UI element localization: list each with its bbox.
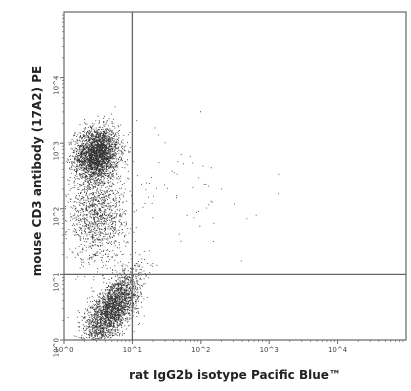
y-axis-ticks: 10^0 10^1 10^2 10^3 10^4 (53, 14, 64, 357)
population-upper-left (66, 106, 138, 211)
x-tick-label: 10^4 (328, 346, 348, 354)
scatter-point-cloud (99, 111, 280, 262)
y-axis-label: mouse CD3 antibody (17A2) PE (30, 65, 44, 277)
y-tick-label: 10^3 (53, 141, 61, 160)
x-tick-label: 10^0 (54, 346, 73, 354)
population-upper-right (99, 111, 280, 262)
scatter-point-cloud (67, 250, 158, 340)
y-tick-label: 10^2 (53, 207, 61, 226)
quadrant-gates (64, 12, 406, 340)
scatter-point-cloud (66, 106, 138, 211)
y-tick-label: 10^4 (53, 75, 61, 95)
x-axis-label: rat IgG2b isotype Pacific Blue™ (129, 368, 341, 382)
scatter-points (65, 106, 280, 340)
y-tick-label: 10^1 (53, 272, 61, 291)
x-tick-label: 10^1 (123, 346, 142, 354)
x-axis-ticks: 10^0 10^1 10^2 10^3 10^4 (54, 340, 404, 354)
scatter-point-cloud (65, 146, 144, 297)
x-tick-label: 10^2 (191, 346, 210, 354)
x-tick-label: 10^3 (260, 346, 279, 354)
y-tick-label: 10^0 (53, 338, 61, 357)
population-middle-left (65, 146, 144, 297)
plot-frame (63, 11, 407, 341)
population-lower-left (67, 250, 158, 340)
plot-border (63, 11, 407, 341)
